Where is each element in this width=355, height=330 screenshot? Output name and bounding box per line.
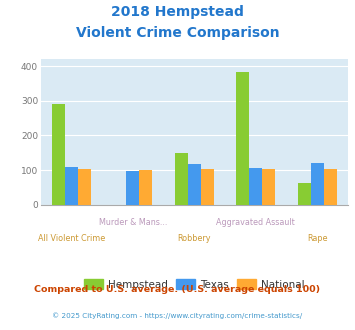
- Text: Rape: Rape: [307, 234, 327, 243]
- Text: © 2025 CityRating.com - https://www.cityrating.com/crime-statistics/: © 2025 CityRating.com - https://www.city…: [53, 312, 302, 318]
- Text: All Violent Crime: All Violent Crime: [38, 234, 105, 243]
- Bar: [236, 72, 249, 205]
- Bar: [78, 169, 91, 205]
- Bar: [324, 169, 337, 205]
- Text: Robbery: Robbery: [178, 234, 211, 243]
- Text: Compared to U.S. average. (U.S. average equals 100): Compared to U.S. average. (U.S. average …: [34, 285, 321, 294]
- Bar: [188, 164, 201, 205]
- Bar: [126, 171, 140, 205]
- Bar: [311, 163, 324, 205]
- Bar: [249, 168, 262, 205]
- Text: Murder & Mans...: Murder & Mans...: [99, 218, 167, 227]
- Legend: Hempstead, Texas, National: Hempstead, Texas, National: [80, 275, 309, 294]
- Text: 2018 Hempstead: 2018 Hempstead: [111, 5, 244, 19]
- Text: Violent Crime Comparison: Violent Crime Comparison: [76, 26, 279, 40]
- Bar: [262, 169, 275, 205]
- Bar: [175, 153, 188, 205]
- Bar: [140, 170, 152, 205]
- Text: Aggravated Assault: Aggravated Assault: [217, 218, 295, 227]
- Bar: [52, 104, 65, 205]
- Bar: [298, 183, 311, 205]
- Bar: [65, 167, 78, 205]
- Bar: [201, 169, 214, 205]
